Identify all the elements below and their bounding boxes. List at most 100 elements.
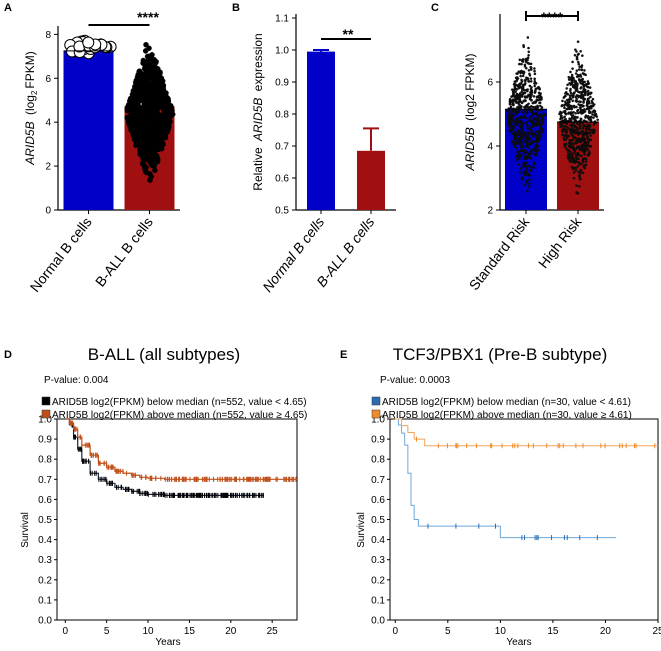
data-point (512, 92, 516, 95)
data-point (529, 149, 533, 153)
bar (307, 51, 335, 210)
data-point (144, 90, 150, 97)
data-point (575, 105, 578, 109)
x-tick-label: 25 (267, 626, 279, 637)
data-point (577, 157, 580, 161)
y-tick-label: 0.7 (275, 142, 289, 153)
data-point (586, 82, 590, 86)
data-point (138, 97, 145, 103)
x-tick-label: 25 (652, 626, 661, 637)
data-point (559, 115, 563, 119)
data-point (588, 86, 592, 89)
y-tick-label: 2 (45, 162, 51, 173)
panel-letter-e: E (340, 349, 347, 361)
data-point (578, 65, 581, 69)
data-point (591, 131, 594, 134)
data-point (570, 118, 573, 122)
data-points (506, 36, 547, 193)
data-point (143, 164, 149, 171)
y-tick-label: 0.1 (371, 595, 385, 606)
data-point (540, 131, 543, 134)
y-tick-label: 0.0 (371, 616, 385, 627)
y-tick-label: 6 (487, 78, 493, 89)
data-point (570, 165, 574, 169)
data-point (594, 114, 597, 118)
data-point (582, 146, 585, 149)
data-point (561, 128, 564, 132)
data-point (534, 136, 538, 139)
data-point (584, 140, 587, 144)
data-point (571, 99, 575, 103)
data-point (513, 80, 517, 84)
data-point (527, 185, 531, 189)
data-point (575, 153, 578, 157)
data-point (532, 161, 536, 164)
data-point (529, 91, 533, 94)
data-point (582, 157, 586, 160)
panel-a-ylabel-end: FPKM) (23, 51, 37, 88)
data-point (534, 123, 538, 127)
data-point (584, 91, 588, 94)
data-point (534, 140, 538, 143)
data-point (527, 164, 531, 168)
data-point (519, 167, 523, 170)
data-point (581, 127, 585, 130)
data-point (574, 132, 577, 135)
data-point (128, 100, 135, 106)
data-point (573, 53, 577, 57)
data-point (514, 94, 517, 98)
data-point (522, 114, 526, 118)
data-point (591, 128, 594, 132)
data-point (567, 100, 570, 103)
data-point (568, 78, 572, 81)
y-tick-label: 0.7 (38, 475, 52, 486)
data-point (569, 87, 572, 91)
data-point (134, 140, 140, 147)
data-point (508, 110, 512, 114)
data-point (142, 71, 148, 78)
data-point (521, 116, 525, 120)
data-point (591, 97, 595, 101)
data-point (517, 110, 520, 114)
data-point (520, 95, 524, 98)
data-point (165, 126, 171, 132)
data-point (576, 146, 580, 150)
y-tick-label: 8 (45, 30, 51, 41)
data-point (525, 88, 528, 92)
data-point (520, 125, 524, 128)
y-tick-label: 0.8 (38, 455, 52, 466)
data-point (580, 162, 583, 166)
data-point (513, 135, 516, 139)
panel-d-chart: B-ALL (all subtypes) P-value: 0.004 ARID… (20, 345, 307, 648)
data-point (589, 145, 593, 148)
data-point (514, 90, 517, 94)
data-point (530, 152, 533, 155)
data-point (574, 169, 578, 172)
data-point (522, 161, 525, 165)
panel-b-significance: ** (343, 26, 354, 42)
data-point (563, 100, 567, 103)
data-point (128, 121, 135, 127)
x-tick-label: 15 (547, 626, 559, 637)
data-point (577, 152, 580, 156)
data-point (519, 156, 522, 159)
data-point (581, 94, 585, 97)
data-point (528, 117, 531, 121)
data-point (526, 77, 530, 81)
data-point (583, 119, 586, 122)
data-point (570, 104, 573, 108)
data-point (529, 65, 532, 69)
data-point (569, 94, 572, 98)
data-point (573, 136, 576, 140)
data-point (531, 134, 535, 138)
data-point (533, 67, 536, 70)
data-point (559, 110, 562, 114)
data-point (128, 111, 134, 118)
panel-b-ylabel-post: expression (251, 33, 265, 91)
data-point (531, 125, 534, 128)
data-point (578, 154, 582, 157)
data-point (588, 92, 592, 96)
data-point (570, 80, 574, 83)
data-point (565, 87, 568, 90)
data-point (515, 84, 518, 87)
